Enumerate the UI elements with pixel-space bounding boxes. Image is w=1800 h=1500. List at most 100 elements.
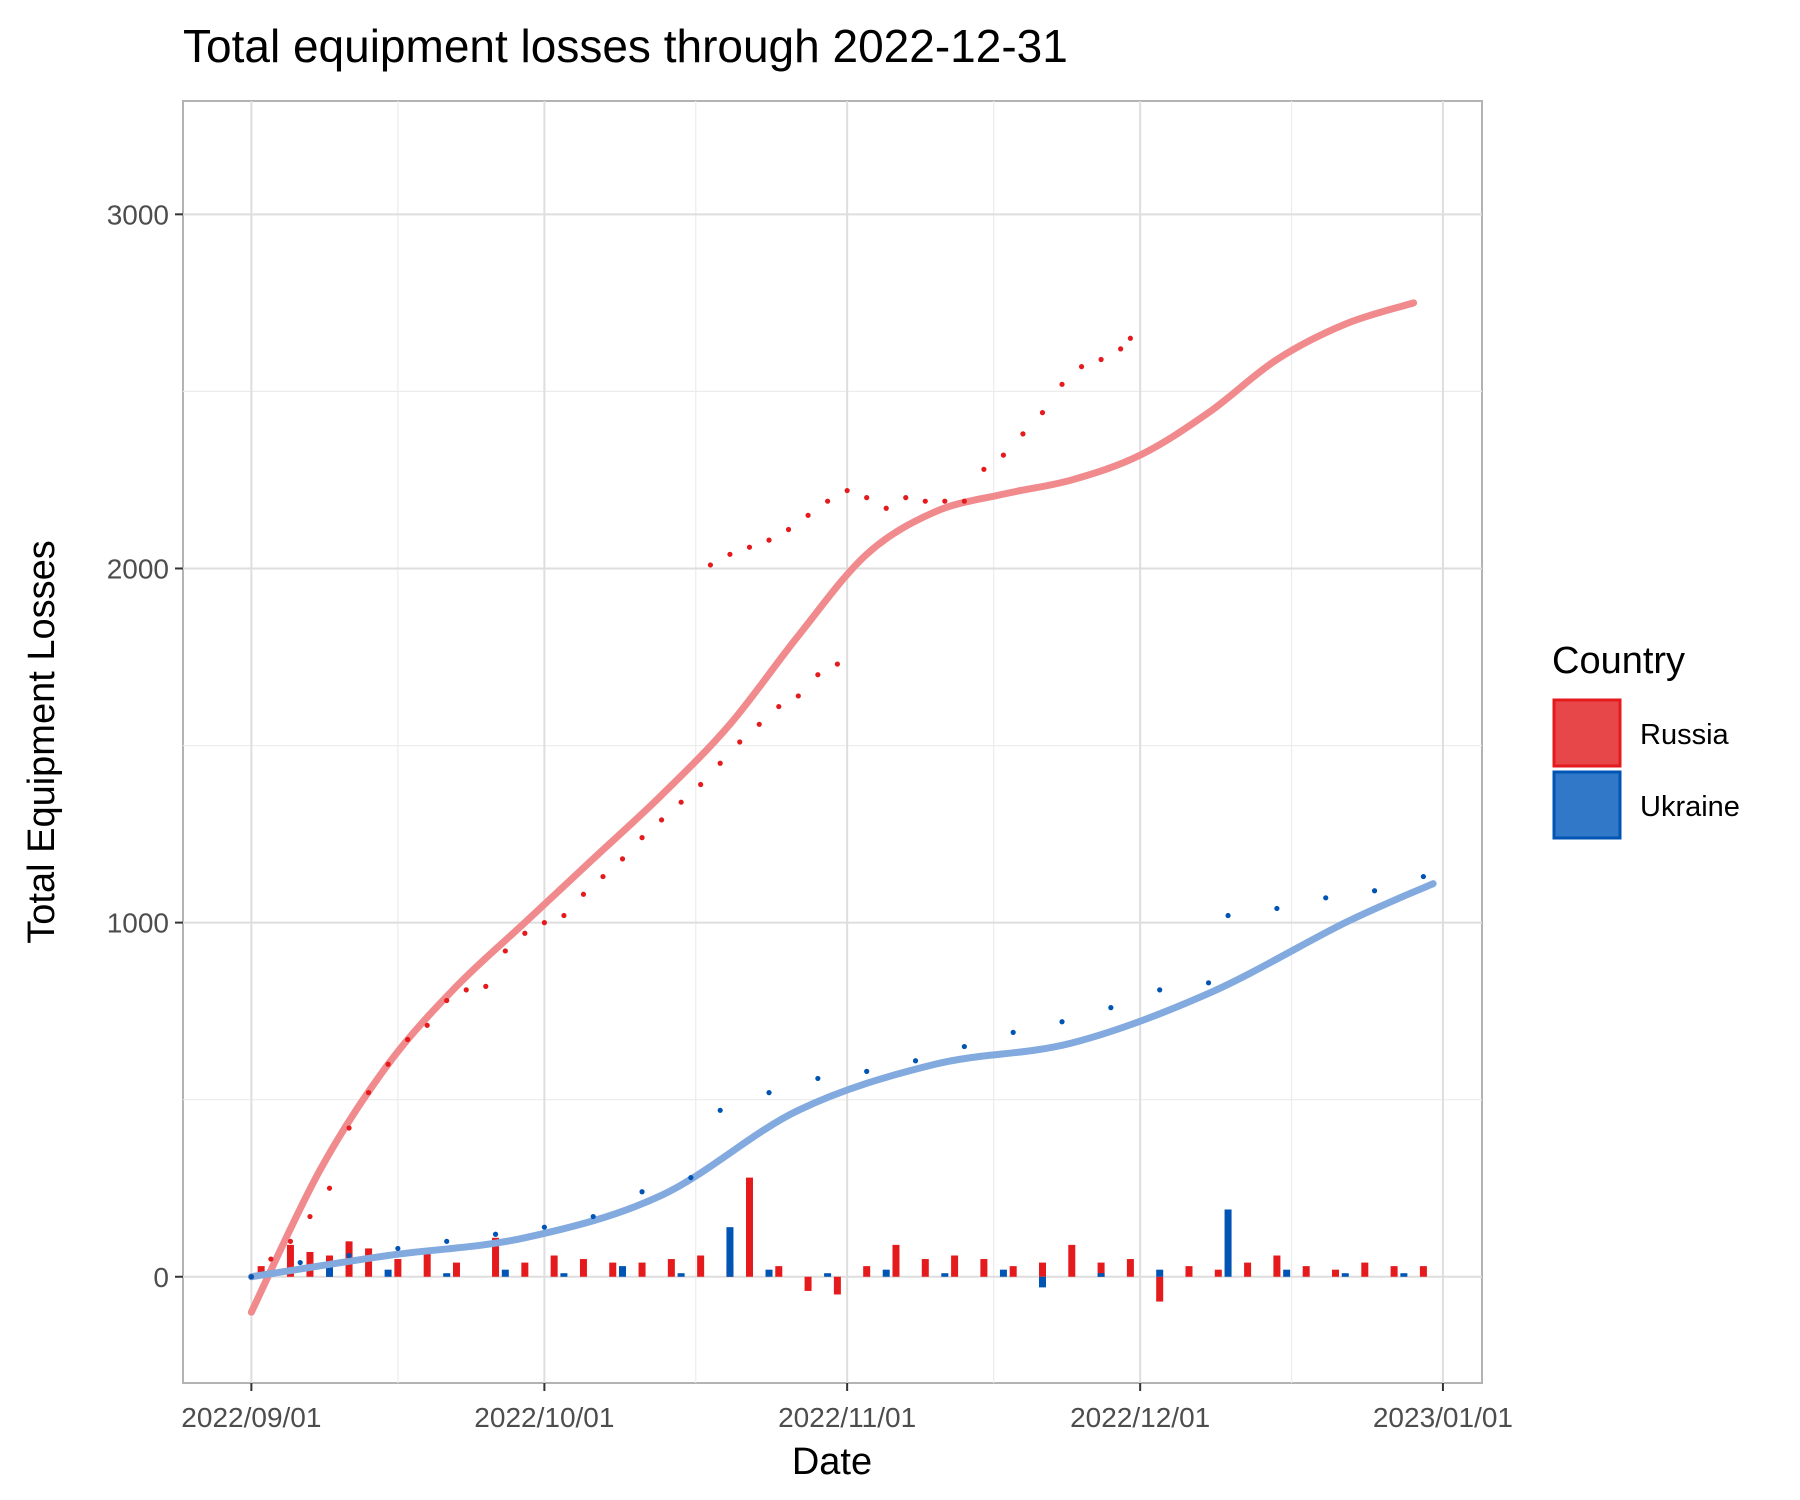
point-russia [737, 739, 743, 745]
daily-bar-russia [1068, 1244, 1076, 1277]
legend: Russia Ukraine [1552, 698, 1740, 840]
point-ukraine [1205, 980, 1212, 986]
point-russia [1118, 346, 1124, 352]
point-ukraine [912, 1058, 919, 1064]
point-russia [522, 930, 528, 936]
point-ukraine [864, 1068, 870, 1074]
point-russia [795, 693, 801, 699]
daily-bar-russia [1214, 1269, 1222, 1277]
point-russia [326, 1185, 333, 1191]
point-ukraine [1108, 1005, 1114, 1011]
point-russia [903, 495, 909, 501]
point-russia [981, 466, 987, 472]
point-russia [766, 537, 772, 543]
point-ukraine [1225, 912, 1231, 919]
legend-label-ukraine: Ukraine [1640, 791, 1740, 823]
daily-bar-ukraine [619, 1266, 627, 1277]
point-russia [658, 817, 665, 823]
daily-bar-russia [452, 1262, 460, 1277]
daily-bar-russia [1156, 1276, 1164, 1302]
trend-line-ukraine [247, 880, 1437, 1281]
daily-bar-russia [951, 1255, 959, 1277]
x-tick-label: 2022/09/01 [181, 1402, 321, 1433]
point-russia [463, 987, 469, 993]
point-russia [619, 856, 626, 862]
point-russia [346, 1125, 352, 1131]
daily-bar-russia [833, 1276, 841, 1295]
daily-bar-russia [609, 1262, 617, 1277]
daily-bar-russia [1390, 1266, 1398, 1277]
point-russia [365, 1090, 372, 1096]
point-ukraine [639, 1189, 645, 1195]
daily-bar-ukraine [824, 1273, 832, 1277]
point-russia [600, 873, 606, 880]
daily-bar-russia [863, 1266, 871, 1277]
point-russia [444, 997, 450, 1004]
point-ukraine [297, 1259, 303, 1266]
daily-bar-russia [394, 1259, 402, 1277]
legend-label-russia: Russia [1640, 719, 1730, 751]
daily-bar-ukraine [726, 1227, 734, 1277]
point-russia [727, 551, 733, 557]
point-ukraine [815, 1075, 821, 1082]
daily-bar-russia [892, 1244, 900, 1277]
point-ukraine [1274, 905, 1280, 912]
daily-bar-russia [492, 1237, 500, 1277]
y-tick-label: 3000 [107, 199, 169, 230]
axis-tick-labels: 2022/09/01 2022/10/01 2022/11/01 2022/12/01… [107, 199, 1513, 1433]
point-ukraine [590, 1213, 596, 1220]
trend-line-russia [247, 299, 1418, 1316]
point-russia [1127, 335, 1133, 341]
daily-bar-russia [1273, 1255, 1281, 1277]
point-ukraine [961, 1043, 967, 1050]
point-russia [864, 495, 870, 501]
point-ukraine [1010, 1029, 1016, 1035]
y-tick-label: 2000 [107, 553, 169, 584]
point-russia [1078, 364, 1085, 370]
daily-bar-ukraine [326, 1266, 334, 1277]
grid-lines [183, 101, 1482, 1383]
point-russia [1020, 431, 1026, 437]
y-tick-label: 1000 [107, 908, 169, 939]
point-russia [268, 1256, 274, 1262]
daily-bar-russia [1302, 1266, 1310, 1277]
point-ukraine [717, 1107, 723, 1113]
chart-title: Total equipment losses through 2022-12-3… [183, 20, 1068, 72]
daily-bar-ukraine [941, 1273, 949, 1277]
point-ukraine [492, 1231, 499, 1237]
point-ukraine [688, 1174, 694, 1181]
legend-key-ukraine [1552, 770, 1622, 840]
daily-bar-ukraine [1400, 1273, 1408, 1277]
daily-bar-russia [1038, 1262, 1046, 1277]
daily-bar-russia [745, 1177, 753, 1277]
point-ukraine [541, 1224, 547, 1230]
point-russia [942, 498, 948, 504]
daily-bar-russia [286, 1244, 294, 1277]
point-russia [405, 1036, 411, 1043]
daily-bar-russia [257, 1266, 265, 1277]
x-tick-label: 2022/12/01 [1070, 1402, 1210, 1433]
daily-bar-russia [1185, 1266, 1193, 1277]
point-ukraine [1420, 873, 1426, 880]
daily-bar-russia [921, 1259, 929, 1277]
point-russia [961, 498, 967, 504]
daily-bar-russia [423, 1251, 431, 1277]
point-ukraine [395, 1245, 401, 1252]
daily-bar-ukraine [384, 1269, 392, 1277]
point-russia [707, 562, 714, 568]
daily-bar-ukraine [1156, 1269, 1164, 1277]
x-tick-label: 2022/11/01 [778, 1402, 916, 1433]
daily-bar-russia [1419, 1266, 1427, 1277]
plot-panel [182, 100, 1483, 1384]
point-russia [1039, 410, 1046, 416]
point-ukraine [248, 1274, 254, 1280]
point-russia [483, 983, 489, 989]
daily-bar-russia [1126, 1259, 1134, 1277]
cumulative-points [248, 335, 1426, 1280]
point-russia [1000, 452, 1007, 458]
point-russia [580, 891, 587, 897]
daily-bar-russia [365, 1248, 373, 1277]
y-axis-title: Total Equipment Losses [21, 540, 63, 943]
daily-bar-russia [667, 1259, 675, 1277]
point-russia [678, 799, 684, 805]
